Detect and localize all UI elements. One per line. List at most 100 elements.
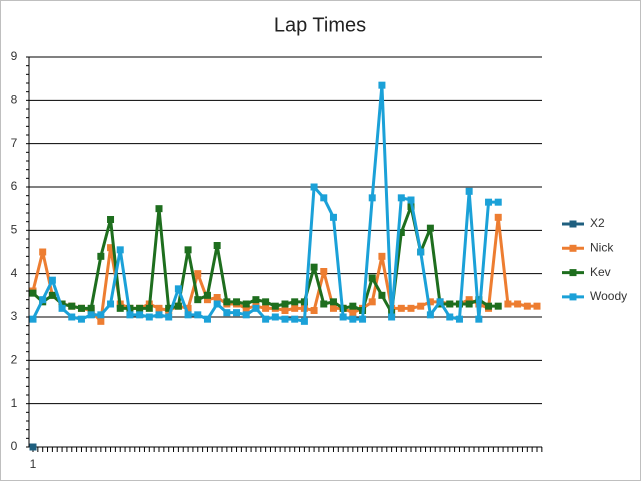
- data-point: [165, 313, 173, 321]
- data-point: [349, 309, 357, 317]
- data-point: [281, 307, 289, 314]
- data-point: [271, 313, 279, 321]
- data-point: [184, 246, 192, 254]
- y-tick-label: 7: [11, 136, 18, 150]
- data-point: [194, 270, 202, 278]
- data-point: [136, 304, 144, 312]
- data-point: [155, 311, 163, 319]
- data-point: [514, 300, 522, 308]
- data-point: [426, 311, 434, 319]
- y-tick-label: 6: [11, 179, 18, 193]
- data-point: [48, 291, 56, 299]
- data-point: [77, 304, 85, 312]
- legend-label: Nick: [590, 240, 614, 254]
- data-point: [39, 248, 47, 256]
- y-tick-label: 8: [11, 93, 18, 107]
- legend-marker: [569, 244, 577, 252]
- data-point: [320, 194, 328, 202]
- data-point: [368, 298, 376, 306]
- data-point: [291, 304, 299, 312]
- data-point: [397, 304, 405, 312]
- data-point: [485, 302, 493, 310]
- data-point: [213, 294, 221, 301]
- data-point: [29, 315, 37, 323]
- legend-label: Kev: [590, 265, 611, 279]
- data-point: [262, 298, 270, 306]
- data-point: [145, 304, 153, 312]
- data-point: [349, 315, 357, 323]
- y-tick-label: 0: [11, 439, 18, 453]
- data-point: [388, 313, 396, 321]
- data-point: [203, 296, 211, 304]
- x-tick-label: 1: [30, 457, 37, 471]
- data-point: [116, 246, 124, 254]
- data-point: [291, 298, 299, 306]
- data-point: [107, 244, 115, 252]
- data-point: [136, 311, 144, 319]
- data-point: [494, 198, 502, 206]
- data-point: [87, 304, 95, 312]
- y-tick-label: 3: [11, 309, 18, 323]
- data-point: [310, 183, 318, 191]
- data-point: [446, 300, 454, 308]
- data-point: [349, 302, 357, 310]
- data-point: [242, 304, 250, 312]
- data-point: [155, 205, 163, 213]
- data-point: [368, 194, 376, 202]
- data-point: [174, 285, 182, 293]
- data-point: [426, 224, 434, 232]
- data-point: [155, 304, 163, 312]
- data-point: [378, 252, 386, 260]
- data-point: [523, 302, 531, 310]
- data-point: [184, 311, 192, 319]
- data-point: [339, 313, 347, 321]
- data-point: [378, 291, 386, 299]
- data-point: [252, 296, 260, 304]
- data-point: [329, 298, 337, 306]
- data-point: [329, 304, 337, 312]
- data-point: [223, 309, 231, 317]
- data-point: [97, 317, 105, 325]
- data-point: [281, 315, 289, 323]
- data-point: [407, 196, 415, 204]
- data-point: [417, 302, 425, 310]
- data-point: [494, 302, 502, 310]
- legend-marker: [569, 269, 577, 277]
- data-point: [320, 300, 328, 308]
- data-point: [233, 309, 241, 317]
- data-point: [426, 298, 434, 306]
- data-point: [184, 304, 192, 312]
- data-point: [194, 296, 202, 304]
- data-point: [262, 304, 270, 312]
- data-point: [213, 300, 221, 308]
- data-point: [87, 311, 95, 319]
- data-point: [533, 302, 541, 310]
- data-point: [174, 302, 182, 310]
- data-point: [455, 315, 463, 323]
- data-point: [262, 315, 270, 323]
- y-tick-label: 1: [11, 396, 18, 410]
- data-point: [291, 315, 299, 323]
- data-point: [446, 313, 454, 321]
- data-point: [310, 263, 318, 271]
- data-point: [329, 213, 337, 221]
- y-tick-label: 4: [11, 266, 18, 280]
- data-point: [68, 302, 76, 310]
- data-point: [310, 307, 318, 314]
- data-point: [242, 311, 250, 319]
- y-tick-label: 5: [11, 223, 18, 237]
- y-tick-label: 2: [11, 353, 18, 367]
- data-point: [359, 315, 367, 323]
- data-point: [223, 298, 231, 306]
- legend-label: Woody: [590, 289, 627, 303]
- data-point: [194, 311, 202, 319]
- chart-title: Lap Times: [274, 14, 366, 36]
- data-point: [397, 229, 405, 236]
- data-point: [58, 304, 66, 312]
- data-point: [436, 298, 444, 306]
- data-point: [378, 81, 386, 89]
- data-point: [107, 216, 115, 223]
- data-point: [116, 304, 124, 312]
- data-point: [475, 315, 483, 323]
